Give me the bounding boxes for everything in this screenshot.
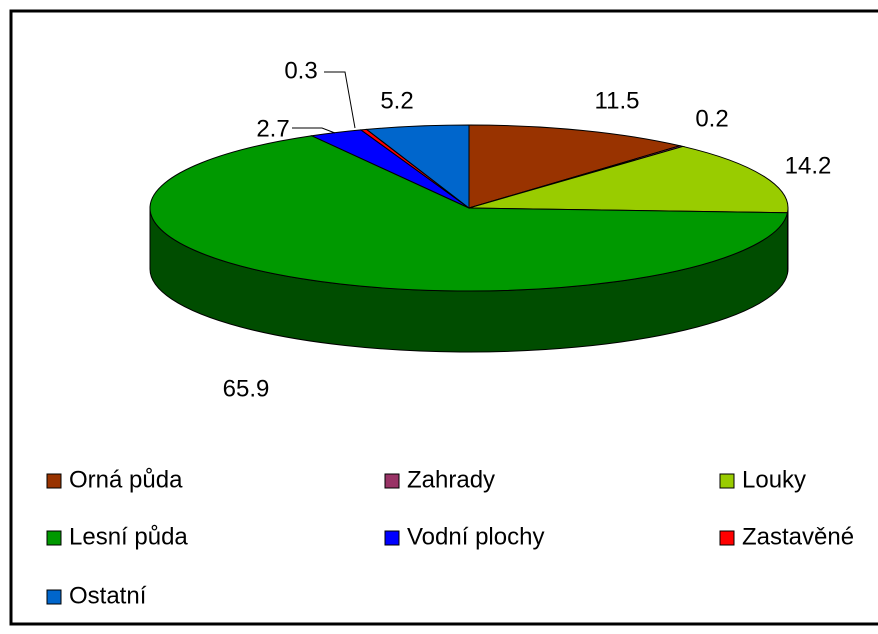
data-label: 0.2 xyxy=(695,105,728,132)
legend-swatch xyxy=(719,473,735,489)
data-label: 2.7 xyxy=(256,115,289,142)
legend-label: Ostatní xyxy=(69,582,147,609)
pie-slice xyxy=(365,124,470,210)
pie-slice xyxy=(149,135,789,292)
legend-label: Orná půda xyxy=(69,466,183,493)
legend-label: Lesní půda xyxy=(69,523,188,550)
legend-label: Zastavěné xyxy=(742,523,854,550)
legend-swatch xyxy=(46,589,62,605)
legend-label: Zahrady xyxy=(407,466,495,493)
legend-swatch xyxy=(384,530,400,546)
legend-swatch xyxy=(719,530,735,546)
leader-line xyxy=(324,71,356,129)
legend-swatch xyxy=(46,530,62,546)
legend-label: Vodní plochy xyxy=(407,523,544,550)
data-label: 0.3 xyxy=(284,57,317,84)
pie-slice xyxy=(468,145,789,214)
data-label: 11.5 xyxy=(595,87,640,114)
leader-line xyxy=(292,127,336,134)
data-label: 5.2 xyxy=(380,87,413,114)
pie-slice xyxy=(468,124,682,209)
legend-swatch xyxy=(46,473,62,489)
chart-border xyxy=(9,9,878,626)
data-label: 65.9 xyxy=(223,375,270,402)
data-label: 14.2 xyxy=(785,152,832,179)
legend-label: Louky xyxy=(742,466,806,493)
legend-swatch xyxy=(384,473,400,489)
